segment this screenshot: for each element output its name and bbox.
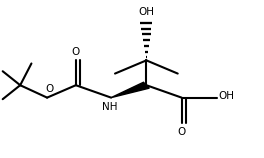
Text: O: O [177, 127, 186, 137]
Text: OH: OH [218, 91, 234, 101]
Polygon shape [111, 82, 149, 98]
Text: O: O [72, 47, 80, 57]
Text: O: O [45, 84, 53, 94]
Text: NH: NH [102, 101, 117, 112]
Text: OH: OH [138, 7, 154, 17]
